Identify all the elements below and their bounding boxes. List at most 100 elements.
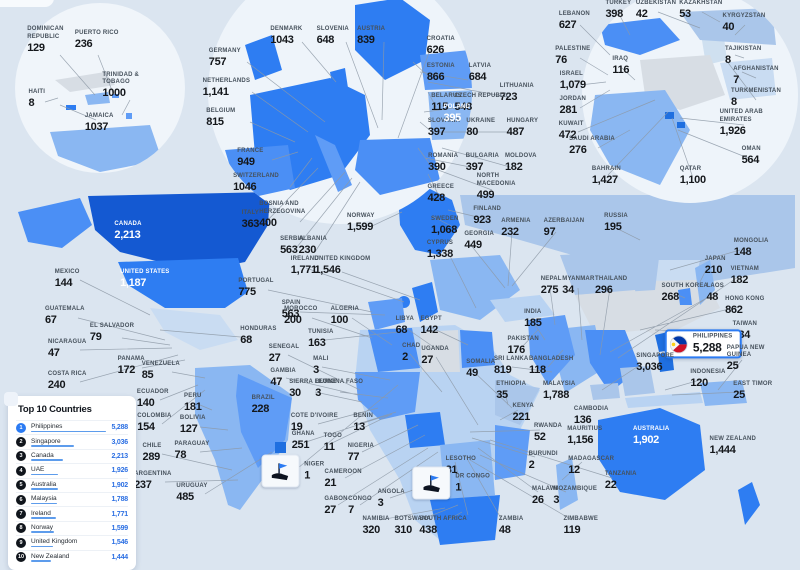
country-value: 142 [420,323,439,336]
flag-hand-icon [423,474,440,492]
country-name: Hungary [506,118,539,125]
country-value: 163 [308,336,326,349]
country-value: 428 [427,191,446,204]
country-value: 53 [679,8,691,21]
country-value: 449 [464,239,482,252]
country-name: Norway [347,213,375,220]
country-value: 397 [427,126,446,139]
country-value: 68 [240,334,252,347]
legend-country: Ireland [31,510,106,519]
country-value: 35 [496,388,508,401]
map-label-azerbaijan: Azerbaijan 97 [544,218,585,238]
map-label-lebanon: Lebanon 627 [559,11,590,31]
country-value: 22 [604,478,617,491]
legend-row-norway: 8 Norway 1,599 [16,520,128,535]
country-name: United Arab Emirates [719,109,763,123]
map-label-uzbekistan: Uzbekistan 42 [636,0,676,20]
country-name: Latvia [468,62,492,69]
map-label-madagascar: Madagascar 12 [568,456,614,476]
legend-value: 1,926 [111,467,128,475]
country-value: 13 [353,421,365,434]
legend-row-australia: 5 Australia 1,902 [16,477,128,492]
country-value: 97 [543,226,556,239]
map-label-poland: Poland 395 [444,104,471,124]
country-value: 1 [304,469,311,482]
legend-country: Australia [31,480,59,490]
country-name: Switzerland [233,173,279,179]
country-value: 775 [238,286,256,299]
map-label-rwanda: Rwanda 52 [534,423,562,443]
map-label-chad: Chad 2 [402,343,420,363]
map-label-philippines: Philippines 5,288 [664,329,742,359]
country-value: 115 [431,100,449,113]
country-value: 723 [499,91,518,104]
country-value: 1000 [102,87,126,100]
map-label-argentina: Argentina 237 [134,471,171,491]
country-value: 1,100 [679,174,706,187]
map-label-serbia: Serbia 563 [280,236,304,256]
map-label-burundi: Burundi 2 [529,451,558,471]
country-value: 626 [426,43,445,56]
country-value: 487 [506,126,525,139]
legend-row-united-kingdom: 9 United Kingdom 1,546 [16,535,128,549]
country-value: 48 [706,291,719,304]
country-value: 757 [208,56,227,69]
country-value: 275 [540,283,559,296]
country-name: Myanmar [562,275,595,282]
country-name: Ireland [290,256,319,263]
country-value: 1,788 [542,388,570,401]
map-label-bulgaria: Bulgaria 397 [466,153,499,173]
country-value: 438 [419,523,437,536]
country-name: Finland [473,205,502,212]
map-label-united-arab-emirates: United Arab Emirates 1,926 [720,109,774,137]
map-label-haiti: Haiti 8 [28,89,45,109]
country-name: Peru [184,392,202,399]
country-value: 34 [562,283,574,296]
country-value: 1,427 [591,174,618,187]
country-value: 3 [313,364,319,377]
map-label-kuwait: Kuwait 472 [559,121,584,141]
country-name: Chile [142,443,162,450]
country-value: 25 [726,360,739,373]
country-value: 25 [733,388,745,401]
country-name: Palestine [555,45,591,52]
country-value: 1046 [233,181,257,193]
country-name: Australia [632,426,670,433]
legend-row-philippines: 1 Philippines 5,288 [16,420,128,434]
country-value: 2 [528,458,535,471]
country-name: Niger [304,461,325,468]
map-label-congo: Congo 7 [348,496,372,516]
legend-country: United Kingdom [31,538,78,548]
country-name: North Macedonia [476,173,516,187]
map-label-armenia: Armenia 232 [501,218,530,238]
country-value: 77 [347,451,360,464]
country-name: Cameroon [324,469,362,476]
country-name: Mali [313,356,329,363]
country-value: 1,599 [347,221,374,234]
map-label-zambia: Zambia 48 [499,516,524,536]
country-value: 210 [704,264,723,277]
map-label-qatar: Qatar 1,100 [680,166,706,186]
country-value: 26 [532,494,544,507]
country-name: Spain [281,300,301,307]
country-value: 221 [512,410,530,423]
top10-legend: Top 10 Countries 1 Philippines 5,288 2 Singa… [4,392,136,570]
map-label-ukraine: Ukraine 80 [466,118,495,138]
map-label-gabon: Gabon 27 [324,496,347,516]
map-label-bangladesh: Bangladesh 118 [529,356,573,376]
country-value: 236 [74,38,93,51]
country-name: Papua New Guinea [726,344,765,359]
rank-badge: 3 [16,451,26,462]
country-name: United States [120,269,170,276]
legend-row-canada: 3 Canada 2,213 [16,448,128,463]
country-value: 119 [563,523,581,536]
map-label-saudi-arabia: Saudi Arabia 276 [569,136,615,156]
country-value: 472 [558,129,577,142]
country-name: Lebanon [558,10,590,17]
country-name: Slovenia [316,26,349,33]
map-label-mongolia: Mongolia 148 [734,238,769,258]
map-label-sweden: Sweden 1,068 [431,216,459,236]
country-value: 40 [722,21,735,34]
map-label-romania: Romania 390 [428,153,458,173]
country-name: Madagascar [568,456,615,463]
